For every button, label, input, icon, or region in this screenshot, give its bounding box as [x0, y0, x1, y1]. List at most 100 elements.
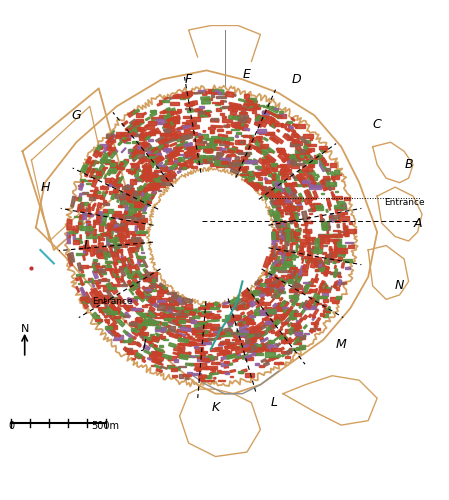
Bar	[123, 216, 133, 218]
Bar	[145, 136, 150, 140]
Bar	[115, 277, 120, 284]
Bar	[189, 162, 194, 164]
Bar	[290, 155, 297, 162]
Bar	[224, 372, 229, 374]
Bar	[198, 111, 207, 114]
Bar	[150, 110, 156, 112]
Bar	[242, 116, 251, 123]
Bar	[252, 110, 256, 112]
Bar	[282, 262, 292, 265]
Bar	[250, 182, 259, 190]
Bar	[117, 249, 123, 252]
Bar	[148, 132, 155, 134]
Bar	[295, 150, 305, 154]
Bar	[172, 313, 180, 315]
Bar	[117, 167, 124, 170]
Bar	[180, 312, 186, 315]
Bar	[290, 211, 295, 222]
Bar	[135, 239, 139, 249]
Bar	[328, 254, 333, 262]
Bar	[146, 338, 158, 341]
Bar	[145, 188, 147, 192]
Bar	[100, 272, 106, 274]
Bar	[193, 316, 200, 318]
Bar	[180, 164, 185, 166]
Bar	[86, 221, 90, 222]
Bar	[99, 212, 108, 216]
Bar	[292, 242, 297, 244]
Bar	[99, 272, 101, 275]
Bar	[237, 334, 246, 336]
Bar	[194, 139, 201, 141]
Bar	[302, 184, 306, 186]
Bar	[293, 324, 300, 330]
Bar	[264, 178, 268, 181]
Bar	[167, 136, 178, 143]
Bar	[239, 160, 245, 161]
Bar	[262, 288, 269, 292]
Bar	[94, 230, 96, 235]
Bar	[213, 316, 221, 319]
Bar	[128, 149, 138, 152]
Bar	[278, 270, 291, 272]
Bar	[238, 330, 248, 332]
Bar	[298, 170, 305, 177]
Bar	[241, 174, 248, 175]
Bar	[323, 226, 330, 228]
Bar	[206, 114, 211, 116]
Bar	[149, 338, 152, 340]
Bar	[124, 191, 132, 200]
Bar	[154, 344, 157, 348]
Bar	[278, 174, 284, 175]
Bar	[128, 258, 132, 262]
Bar	[105, 319, 110, 322]
Bar	[97, 269, 106, 272]
Bar	[96, 248, 99, 253]
Bar	[162, 316, 167, 320]
Bar	[242, 152, 250, 154]
Bar	[186, 104, 192, 106]
Bar	[270, 123, 276, 128]
Bar	[304, 306, 316, 309]
Bar	[73, 226, 75, 229]
Bar	[175, 294, 178, 298]
Bar	[230, 370, 236, 372]
Bar	[248, 296, 254, 298]
Bar	[108, 244, 115, 247]
Bar	[303, 134, 313, 138]
Bar	[195, 364, 207, 368]
Bar	[114, 225, 118, 232]
Bar	[213, 158, 220, 161]
Bar	[316, 257, 321, 261]
Bar	[120, 134, 126, 136]
Bar	[255, 172, 262, 174]
Bar	[337, 224, 339, 228]
Bar	[169, 342, 176, 347]
Bar	[102, 152, 110, 162]
Bar	[136, 324, 143, 329]
Bar	[136, 283, 140, 288]
Bar	[145, 290, 151, 292]
Bar	[163, 310, 169, 315]
Bar	[92, 264, 96, 271]
Bar	[141, 192, 145, 196]
Bar	[180, 158, 182, 160]
Bar	[277, 225, 283, 227]
Bar	[345, 267, 350, 270]
Bar	[123, 340, 131, 342]
Bar	[117, 183, 121, 188]
Bar	[238, 140, 244, 144]
Bar	[189, 92, 194, 94]
Bar	[271, 324, 277, 330]
Bar	[140, 232, 145, 235]
Bar	[86, 208, 88, 212]
Bar	[228, 316, 240, 317]
Bar	[332, 196, 342, 200]
Bar	[120, 278, 123, 282]
Bar	[113, 191, 118, 192]
Bar	[83, 212, 88, 215]
Bar	[276, 186, 278, 188]
Bar	[163, 114, 171, 119]
Bar	[291, 310, 295, 312]
Bar	[194, 369, 200, 370]
